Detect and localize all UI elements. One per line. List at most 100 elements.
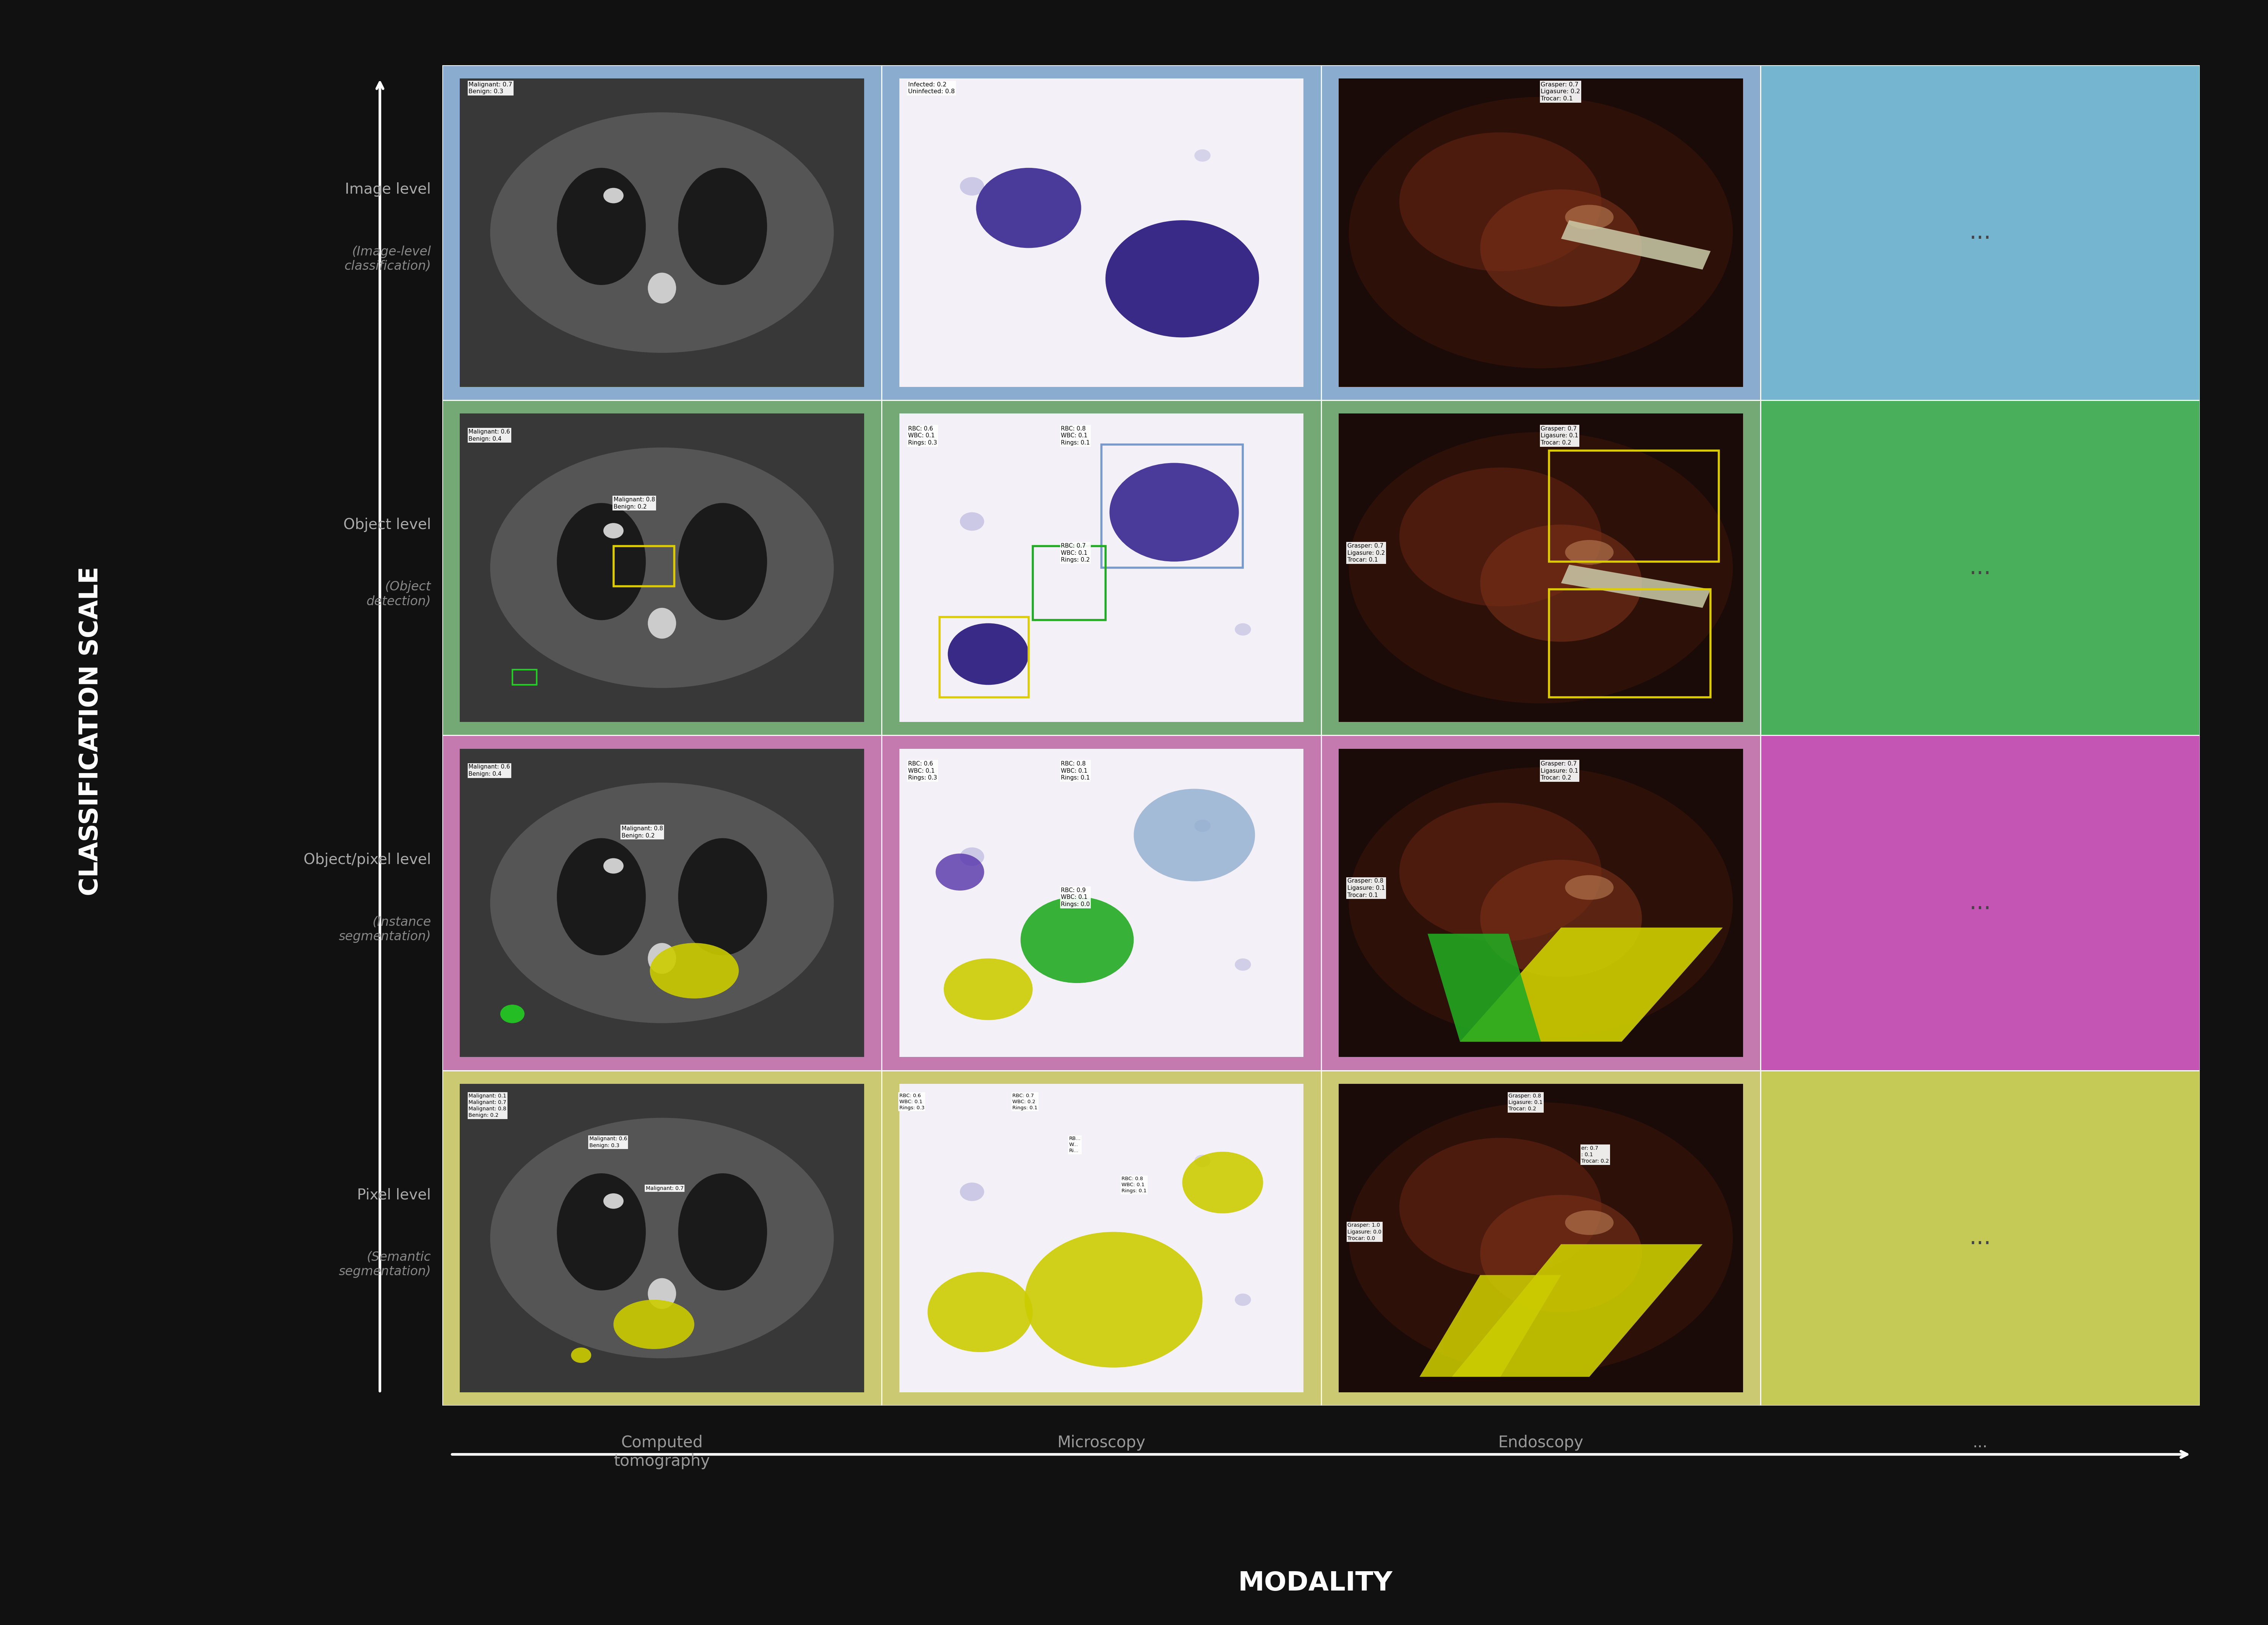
Bar [513,670,538,684]
Text: Malignant: 0.8
Benign: 0.2: Malignant: 0.8 Benign: 0.2 [621,826,662,839]
Bar [1760,400,2200,734]
Circle shape [1105,221,1259,338]
Polygon shape [1461,928,1724,1042]
Bar [1338,1084,1742,1393]
Text: RB...
W...
Ri...: RB... W... Ri... [1068,1136,1080,1154]
Ellipse shape [1349,98,1733,369]
Text: (Image-level
classification): (Image-level classification) [345,245,431,273]
Bar [939,618,1030,697]
Ellipse shape [1481,860,1642,977]
Ellipse shape [1565,205,1613,229]
Circle shape [959,177,984,195]
Bar [898,414,1304,722]
Ellipse shape [678,167,767,284]
Circle shape [1195,1155,1211,1167]
Bar [1320,736,1760,1071]
Ellipse shape [943,959,1032,1020]
Ellipse shape [651,942,739,998]
Text: Malignant: 0.7
Benign: 0.3: Malignant: 0.7 Benign: 0.3 [469,81,513,94]
Text: ...: ... [1973,1435,1987,1451]
Bar [882,65,1320,400]
Ellipse shape [490,112,835,353]
Text: Infected: 0.2
Uninfected: 0.8: Infected: 0.2 Uninfected: 0.8 [907,81,955,94]
Circle shape [1234,959,1252,970]
Circle shape [1025,1232,1202,1368]
Circle shape [603,188,624,203]
Bar [1102,444,1243,567]
Bar [442,65,882,400]
Text: RBC: 0.7
WBC: 0.2
Rings: 0.1: RBC: 0.7 WBC: 0.2 Rings: 0.1 [1012,1094,1039,1110]
Polygon shape [1420,1276,1560,1376]
Polygon shape [1427,934,1540,1042]
Bar [612,546,674,587]
Ellipse shape [1349,767,1733,1038]
Text: (Semantic
segmentation): (Semantic segmentation) [338,1251,431,1277]
Text: ...: ... [1969,1227,1991,1250]
Circle shape [975,167,1082,249]
Circle shape [603,858,624,874]
Circle shape [948,624,1030,684]
Circle shape [959,847,984,866]
Text: Grasper: 0.7
Ligasure: 0.1
Trocar: 0.2: Grasper: 0.7 Ligasure: 0.1 Trocar: 0.2 [1540,761,1579,782]
Ellipse shape [612,1300,694,1349]
Text: Grasper: 0.8
Ligasure: 0.1
Trocar: 0.1: Grasper: 0.8 Ligasure: 0.1 Trocar: 0.1 [1347,878,1386,899]
Text: Malignant: 0.6
Benign: 0.3: Malignant: 0.6 Benign: 0.3 [590,1136,626,1149]
Bar [1032,546,1105,621]
Text: ...: ... [1969,556,1991,578]
Text: Malignant: 0.7: Malignant: 0.7 [646,1186,683,1191]
Circle shape [1134,788,1254,881]
Ellipse shape [1399,1138,1601,1277]
Text: CLASSIFICATION SCALE: CLASSIFICATION SCALE [77,567,104,895]
Bar [460,1084,864,1393]
Ellipse shape [490,783,835,1024]
Text: Malignant: 0.6
Benign: 0.4: Malignant: 0.6 Benign: 0.4 [469,429,510,442]
Text: MODALITY: MODALITY [1238,1570,1393,1596]
Circle shape [959,512,984,531]
Polygon shape [1560,564,1710,608]
Circle shape [1021,897,1134,983]
Bar [1320,400,1760,734]
Circle shape [1234,624,1252,635]
Polygon shape [1452,1245,1703,1376]
Text: er: 0.7
: 0.1
Trocar: 0.2: er: 0.7 : 0.1 Trocar: 0.2 [1581,1146,1608,1164]
Bar [442,400,882,734]
Ellipse shape [1349,1102,1733,1373]
Text: ...: ... [1969,221,1991,244]
Circle shape [1195,819,1211,832]
Bar [1760,65,2200,400]
Circle shape [1109,463,1238,562]
Ellipse shape [649,1279,676,1310]
Text: Grasper: 0.8
Ligasure: 0.1
Trocar: 0.2: Grasper: 0.8 Ligasure: 0.1 Trocar: 0.2 [1508,1094,1542,1112]
Circle shape [937,853,984,891]
Text: Microscopy: Microscopy [1057,1435,1145,1451]
Text: Grasper: 0.7
Ligasure: 0.2
Trocar: 0.1: Grasper: 0.7 Ligasure: 0.2 Trocar: 0.1 [1540,81,1581,101]
Ellipse shape [490,447,835,687]
Text: ...: ... [1969,892,1991,915]
Circle shape [1234,1294,1252,1306]
Ellipse shape [649,608,676,639]
Circle shape [572,1347,592,1363]
Ellipse shape [678,504,767,621]
Ellipse shape [1565,540,1613,564]
Bar [460,78,864,387]
Ellipse shape [649,942,676,973]
Bar [442,736,882,1071]
Ellipse shape [1399,803,1601,941]
Bar [898,749,1304,1058]
Circle shape [959,1183,984,1201]
Circle shape [501,1004,524,1024]
Bar [898,78,1304,387]
Ellipse shape [1565,876,1613,900]
Text: RBC: 0.8
WBC: 0.1
Rings: 0.1: RBC: 0.8 WBC: 0.1 Rings: 0.1 [1061,426,1091,445]
Ellipse shape [678,839,767,956]
Text: RBC: 0.6
WBC: 0.1
Rings: 0.3: RBC: 0.6 WBC: 0.1 Rings: 0.3 [907,426,937,445]
Circle shape [1234,288,1252,301]
Ellipse shape [1565,1211,1613,1235]
Text: Malignant: 0.8
Benign: 0.2: Malignant: 0.8 Benign: 0.2 [612,497,655,510]
Text: Grasper: 1.0
Ligasure: 0.0
Trocar: 0.0: Grasper: 1.0 Ligasure: 0.0 Trocar: 0.0 [1347,1222,1381,1242]
Text: RBC: 0.8
WBC: 0.1
Rings: 0.1: RBC: 0.8 WBC: 0.1 Rings: 0.1 [1061,761,1091,782]
Ellipse shape [490,1118,835,1358]
Text: Endoscopy: Endoscopy [1499,1435,1583,1451]
Circle shape [1195,150,1211,161]
Ellipse shape [558,504,646,621]
